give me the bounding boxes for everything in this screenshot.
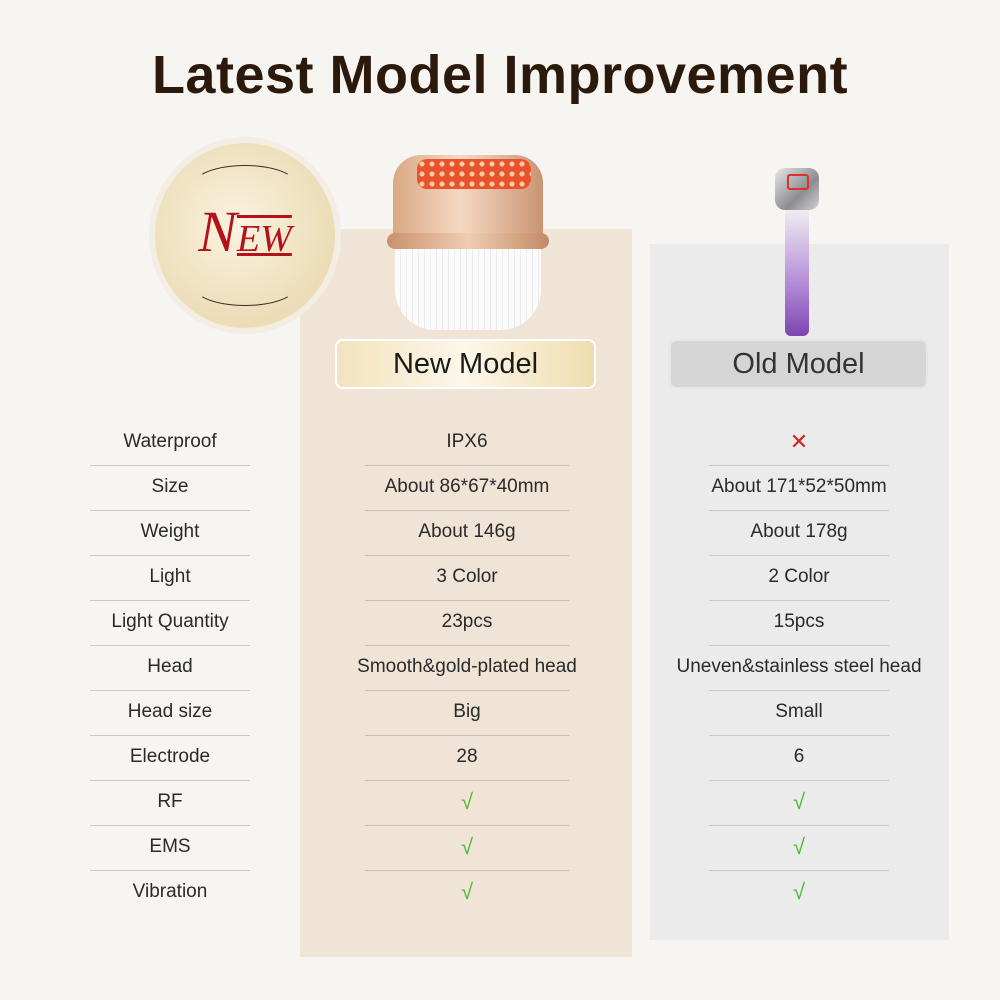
cell-text: Waterproof <box>123 431 217 452</box>
cell-text: IPX6 <box>446 431 488 452</box>
old-model-header: Old Model <box>669 339 928 389</box>
row-label: Light <box>90 556 250 601</box>
row-label: Head size <box>90 691 250 736</box>
new-model-value: 23pcs <box>365 601 569 646</box>
new-model-value: Big <box>365 691 569 736</box>
old-model-value: √ <box>709 781 889 826</box>
new-model-value: √ <box>365 826 569 871</box>
cell-text: About 86*67*40mm <box>384 476 550 497</box>
new-model-value: About 86*67*40mm <box>365 466 569 511</box>
check-icon: √ <box>460 834 474 859</box>
badge-text: NEW <box>155 199 335 272</box>
new-model-value: 3 Color <box>365 556 569 601</box>
row-label: Size <box>90 466 250 511</box>
old-model-value: ✕ <box>709 421 889 466</box>
row-label: EMS <box>90 826 250 871</box>
new-model-value: √ <box>365 871 569 916</box>
cell-text: Weight <box>140 521 200 542</box>
cell-text: Smooth&gold-plated head <box>357 656 577 677</box>
check-icon: √ <box>792 879 806 904</box>
cell-text: 3 Color <box>436 566 498 587</box>
cell-text: Vibration <box>132 881 208 902</box>
cell-text: 15pcs <box>773 611 825 632</box>
row-label: Vibration <box>90 871 250 916</box>
new-model-value: IPX6 <box>365 421 569 466</box>
badge-arc-bottom <box>193 266 297 306</box>
badge-letter-big: N <box>198 199 237 264</box>
cell-text: Big <box>453 701 481 722</box>
new-model-value: Smooth&gold-plated head <box>357 646 577 691</box>
old-model-value: About 178g <box>709 511 889 556</box>
new-model-value: √ <box>365 781 569 826</box>
badge-letters-small: EW <box>236 218 292 260</box>
cell-text: About 171*52*50mm <box>711 476 887 497</box>
cell-text: About 178g <box>750 521 848 542</box>
new-model-value: 28 <box>365 736 569 781</box>
badge-arc-top <box>193 165 297 205</box>
old-model-value: √ <box>709 826 889 871</box>
check-icon: √ <box>460 789 474 814</box>
cell-text: 2 Color <box>768 566 830 587</box>
old-model-product-image <box>772 168 822 336</box>
cell-text: Uneven&stainless steel head <box>676 656 922 677</box>
cell-text: 6 <box>793 746 805 767</box>
new-badge-logo: NEW <box>155 143 335 328</box>
cell-text: RF <box>157 791 183 812</box>
cell-text: 23pcs <box>441 611 493 632</box>
check-icon: √ <box>460 879 474 904</box>
cell-text: Light <box>149 566 191 587</box>
old-model-value: Uneven&stainless steel head <box>676 646 922 691</box>
old-model-value: About 171*52*50mm <box>709 466 889 511</box>
old-model-value: 2 Color <box>709 556 889 601</box>
old-model-value: 15pcs <box>709 601 889 646</box>
page-title: Latest Model Improvement <box>151 45 849 105</box>
check-icon: √ <box>792 789 806 814</box>
cross-icon: ✕ <box>789 429 809 454</box>
cell-text: Size <box>151 476 189 497</box>
row-label: Electrode <box>90 736 250 781</box>
cell-text: About 146g <box>418 521 516 542</box>
old-model-value: 6 <box>709 736 889 781</box>
new-model-header: New Model <box>335 339 596 389</box>
cell-text: EMS <box>149 836 191 857</box>
new-model-product-image <box>387 155 549 330</box>
row-label: Light Quantity <box>90 601 250 646</box>
check-icon: √ <box>792 834 806 859</box>
old-model-value: Small <box>709 691 889 736</box>
cell-text: 28 <box>456 746 478 767</box>
new-model-value: About 146g <box>365 511 569 556</box>
cell-text: Small <box>775 701 823 722</box>
cell-text: Head <box>147 656 193 677</box>
row-label: Waterproof <box>90 421 250 466</box>
row-label: Weight <box>90 511 250 556</box>
cell-text: Head size <box>127 701 213 722</box>
cell-text: Electrode <box>129 746 211 767</box>
row-label: Head <box>90 646 250 691</box>
cell-text: Light Quantity <box>111 611 229 632</box>
row-label: RF <box>90 781 250 826</box>
old-model-value: √ <box>709 871 889 916</box>
